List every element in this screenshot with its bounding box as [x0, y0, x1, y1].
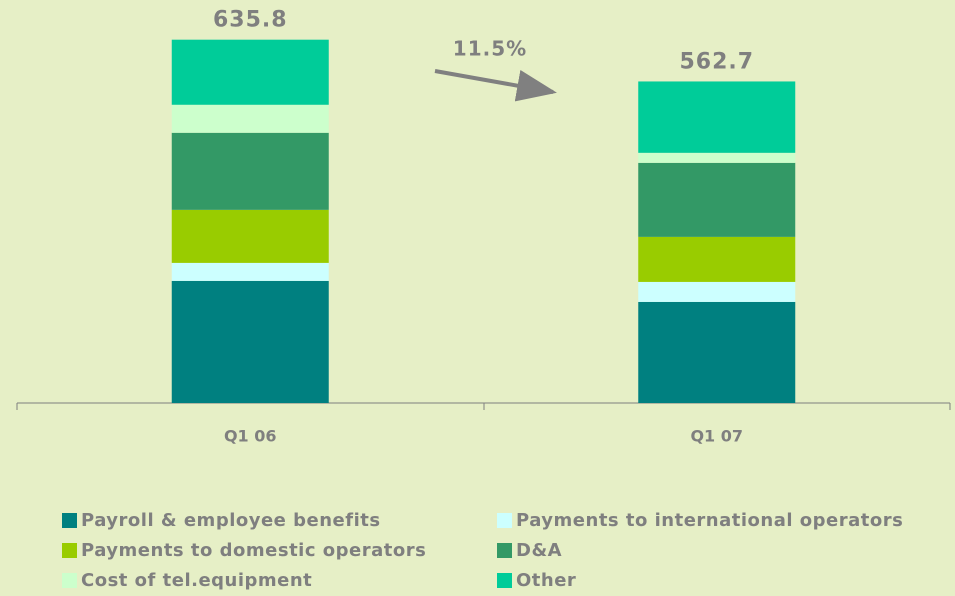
legend-swatch [497, 573, 512, 588]
bar-segment [171, 262, 329, 281]
legend-label: Payments to domestic operators [81, 540, 426, 561]
legend-swatch [62, 543, 77, 558]
bar-segment [171, 104, 329, 133]
total-label: 635.8 [213, 8, 288, 33]
x-tick-label: Q1 07 [690, 427, 743, 446]
annotation: 11.5% [453, 37, 527, 61]
change-arrow [434, 69, 557, 102]
bar-segment [638, 81, 796, 153]
legend-swatch [497, 543, 512, 558]
legend-label: Cost of tel.equipment [81, 570, 312, 591]
legend-label: Other [516, 570, 576, 591]
bar-segment [171, 39, 329, 105]
bar-segment [638, 281, 796, 302]
legend-swatch [497, 513, 512, 528]
legend-label: Payments to international operators [516, 510, 903, 531]
legend-swatch [62, 573, 77, 588]
total-label: 562.7 [679, 49, 754, 74]
legend-label: Payroll & employee benefits [81, 510, 381, 531]
bar-segment [171, 132, 329, 210]
bar-segment [171, 280, 329, 403]
x-tick-label: Q1 06 [224, 427, 277, 446]
bar-segment [638, 236, 796, 282]
bar-segment [638, 301, 796, 403]
bar-segment [638, 162, 796, 237]
legend-swatch [62, 513, 77, 528]
legend-label: D&A [516, 540, 562, 561]
bar-segment [638, 152, 796, 163]
bar-segment [171, 209, 329, 263]
